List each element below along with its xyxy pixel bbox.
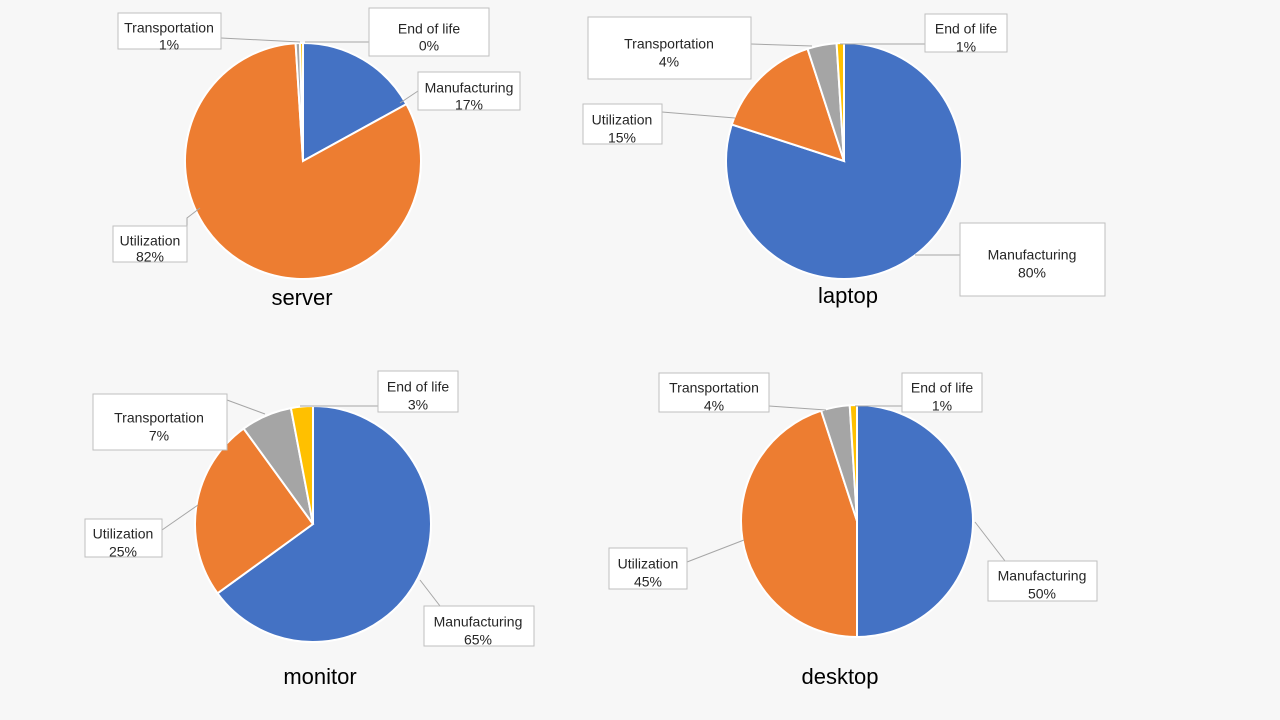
- pie-slice-end-of-life: [835, 41, 845, 162]
- leader-line: [399, 90, 419, 104]
- label-category: End of life: [398, 21, 460, 37]
- label-percent: 45%: [634, 574, 662, 590]
- label-category: End of life: [387, 379, 449, 395]
- label-category: Utilization: [93, 526, 154, 542]
- chart-title: desktop: [801, 664, 878, 689]
- label-category: Transportation: [624, 36, 714, 52]
- label-box: [608, 547, 688, 590]
- pie-slice-utilization: [740, 409, 858, 639]
- label-percent: 80%: [1018, 265, 1046, 281]
- label-percent: 7%: [149, 428, 169, 444]
- leader-line: [974, 521, 1006, 562]
- leader-line: [686, 539, 745, 563]
- data-label-utilization: Utilization 15%: [582, 103, 736, 146]
- leader-line: [226, 399, 266, 415]
- pie-chart-laptop: Manufacturing 80% Utilization 15% Transporta…: [582, 13, 1106, 308]
- label-percent: 4%: [659, 54, 679, 70]
- chart-title: monitor: [283, 664, 356, 689]
- data-label-transportation: Transportation 4%: [658, 372, 827, 414]
- label-box: [84, 518, 163, 558]
- label-category: End of life: [935, 21, 997, 37]
- pie-slice-end-of-life: [848, 403, 858, 522]
- data-label-manufacturing: Manufacturing 80%: [915, 222, 1106, 297]
- leader-line: [750, 43, 813, 47]
- leader-line: [186, 207, 201, 226]
- label-box: [924, 13, 1008, 53]
- data-label-utilization: Utilization 25%: [84, 504, 199, 560]
- label-percent: 82%: [136, 249, 164, 265]
- label-category: Manufacturing: [434, 614, 523, 630]
- label-category: Transportation: [114, 410, 204, 426]
- data-label-end-of-life: End of life 1%: [840, 13, 1008, 55]
- data-label-manufacturing: Manufacturing 50%: [974, 521, 1098, 602]
- data-label-transportation: Transportation 4%: [587, 16, 813, 80]
- label-category: Transportation: [669, 380, 759, 396]
- label-box: [423, 605, 535, 647]
- data-label-transportation: Transportation 7%: [92, 393, 266, 451]
- label-percent: 17%: [455, 97, 483, 113]
- label-box: [959, 222, 1106, 297]
- label-box: [377, 370, 459, 413]
- label-percent: 1%: [932, 398, 952, 414]
- label-category: Manufacturing: [988, 247, 1077, 263]
- pie-slice-manufacturing: [725, 41, 963, 280]
- label-category: Transportation: [124, 20, 214, 36]
- label-category: Utilization: [120, 233, 181, 249]
- label-category: Manufacturing: [425, 80, 514, 96]
- label-percent: 15%: [608, 130, 636, 146]
- label-category: End of life: [911, 380, 973, 396]
- label-percent: 0%: [419, 38, 439, 54]
- label-percent: 1%: [956, 39, 976, 55]
- data-label-manufacturing: Manufacturing 65%: [419, 579, 535, 648]
- label-box: [587, 16, 752, 80]
- data-label-end-of-life: End of life 1%: [855, 372, 983, 414]
- label-percent: 1%: [159, 37, 179, 53]
- leader-line: [419, 579, 441, 607]
- data-label-end-of-life: End of life 3%: [300, 370, 459, 413]
- label-percent: 50%: [1028, 586, 1056, 602]
- pie-slice-end-of-life: [299, 41, 304, 162]
- label-box: [112, 225, 188, 263]
- leader-line: [661, 111, 736, 119]
- chart-title: laptop: [818, 283, 878, 308]
- pie-chart-monitor: Manufacturing 65% Utilization 25% Transporta…: [84, 370, 535, 689]
- label-category: Utilization: [618, 556, 679, 572]
- label-box: [368, 7, 490, 57]
- label-box: [658, 372, 770, 413]
- label-box: [582, 103, 663, 145]
- label-percent: 65%: [464, 632, 492, 648]
- pie-slice-manufacturing: [302, 41, 408, 163]
- label-box: [987, 560, 1098, 602]
- pie-slice-manufacturing: [216, 404, 432, 643]
- label-percent: 3%: [408, 397, 428, 413]
- label-box: [417, 71, 521, 111]
- pie-slice-utilization: [183, 42, 422, 280]
- chart-title: server: [271, 285, 332, 310]
- data-label-utilization: Utilization 45%: [608, 539, 745, 590]
- leader-line: [768, 405, 827, 411]
- label-box: [92, 393, 228, 451]
- label-box: [901, 372, 983, 413]
- leader-line: [220, 37, 301, 43]
- leader-line: [161, 504, 199, 531]
- label-category: Utilization: [592, 112, 653, 128]
- label-box: [117, 12, 222, 50]
- label-category: Manufacturing: [998, 568, 1087, 584]
- label-percent: 4%: [704, 398, 724, 414]
- label-percent: 25%: [109, 544, 137, 560]
- pie-chart-desktop: Manufacturing 50% Utilization 45% Transporta…: [608, 372, 1098, 689]
- pie-slice-manufacturing: [856, 403, 974, 639]
